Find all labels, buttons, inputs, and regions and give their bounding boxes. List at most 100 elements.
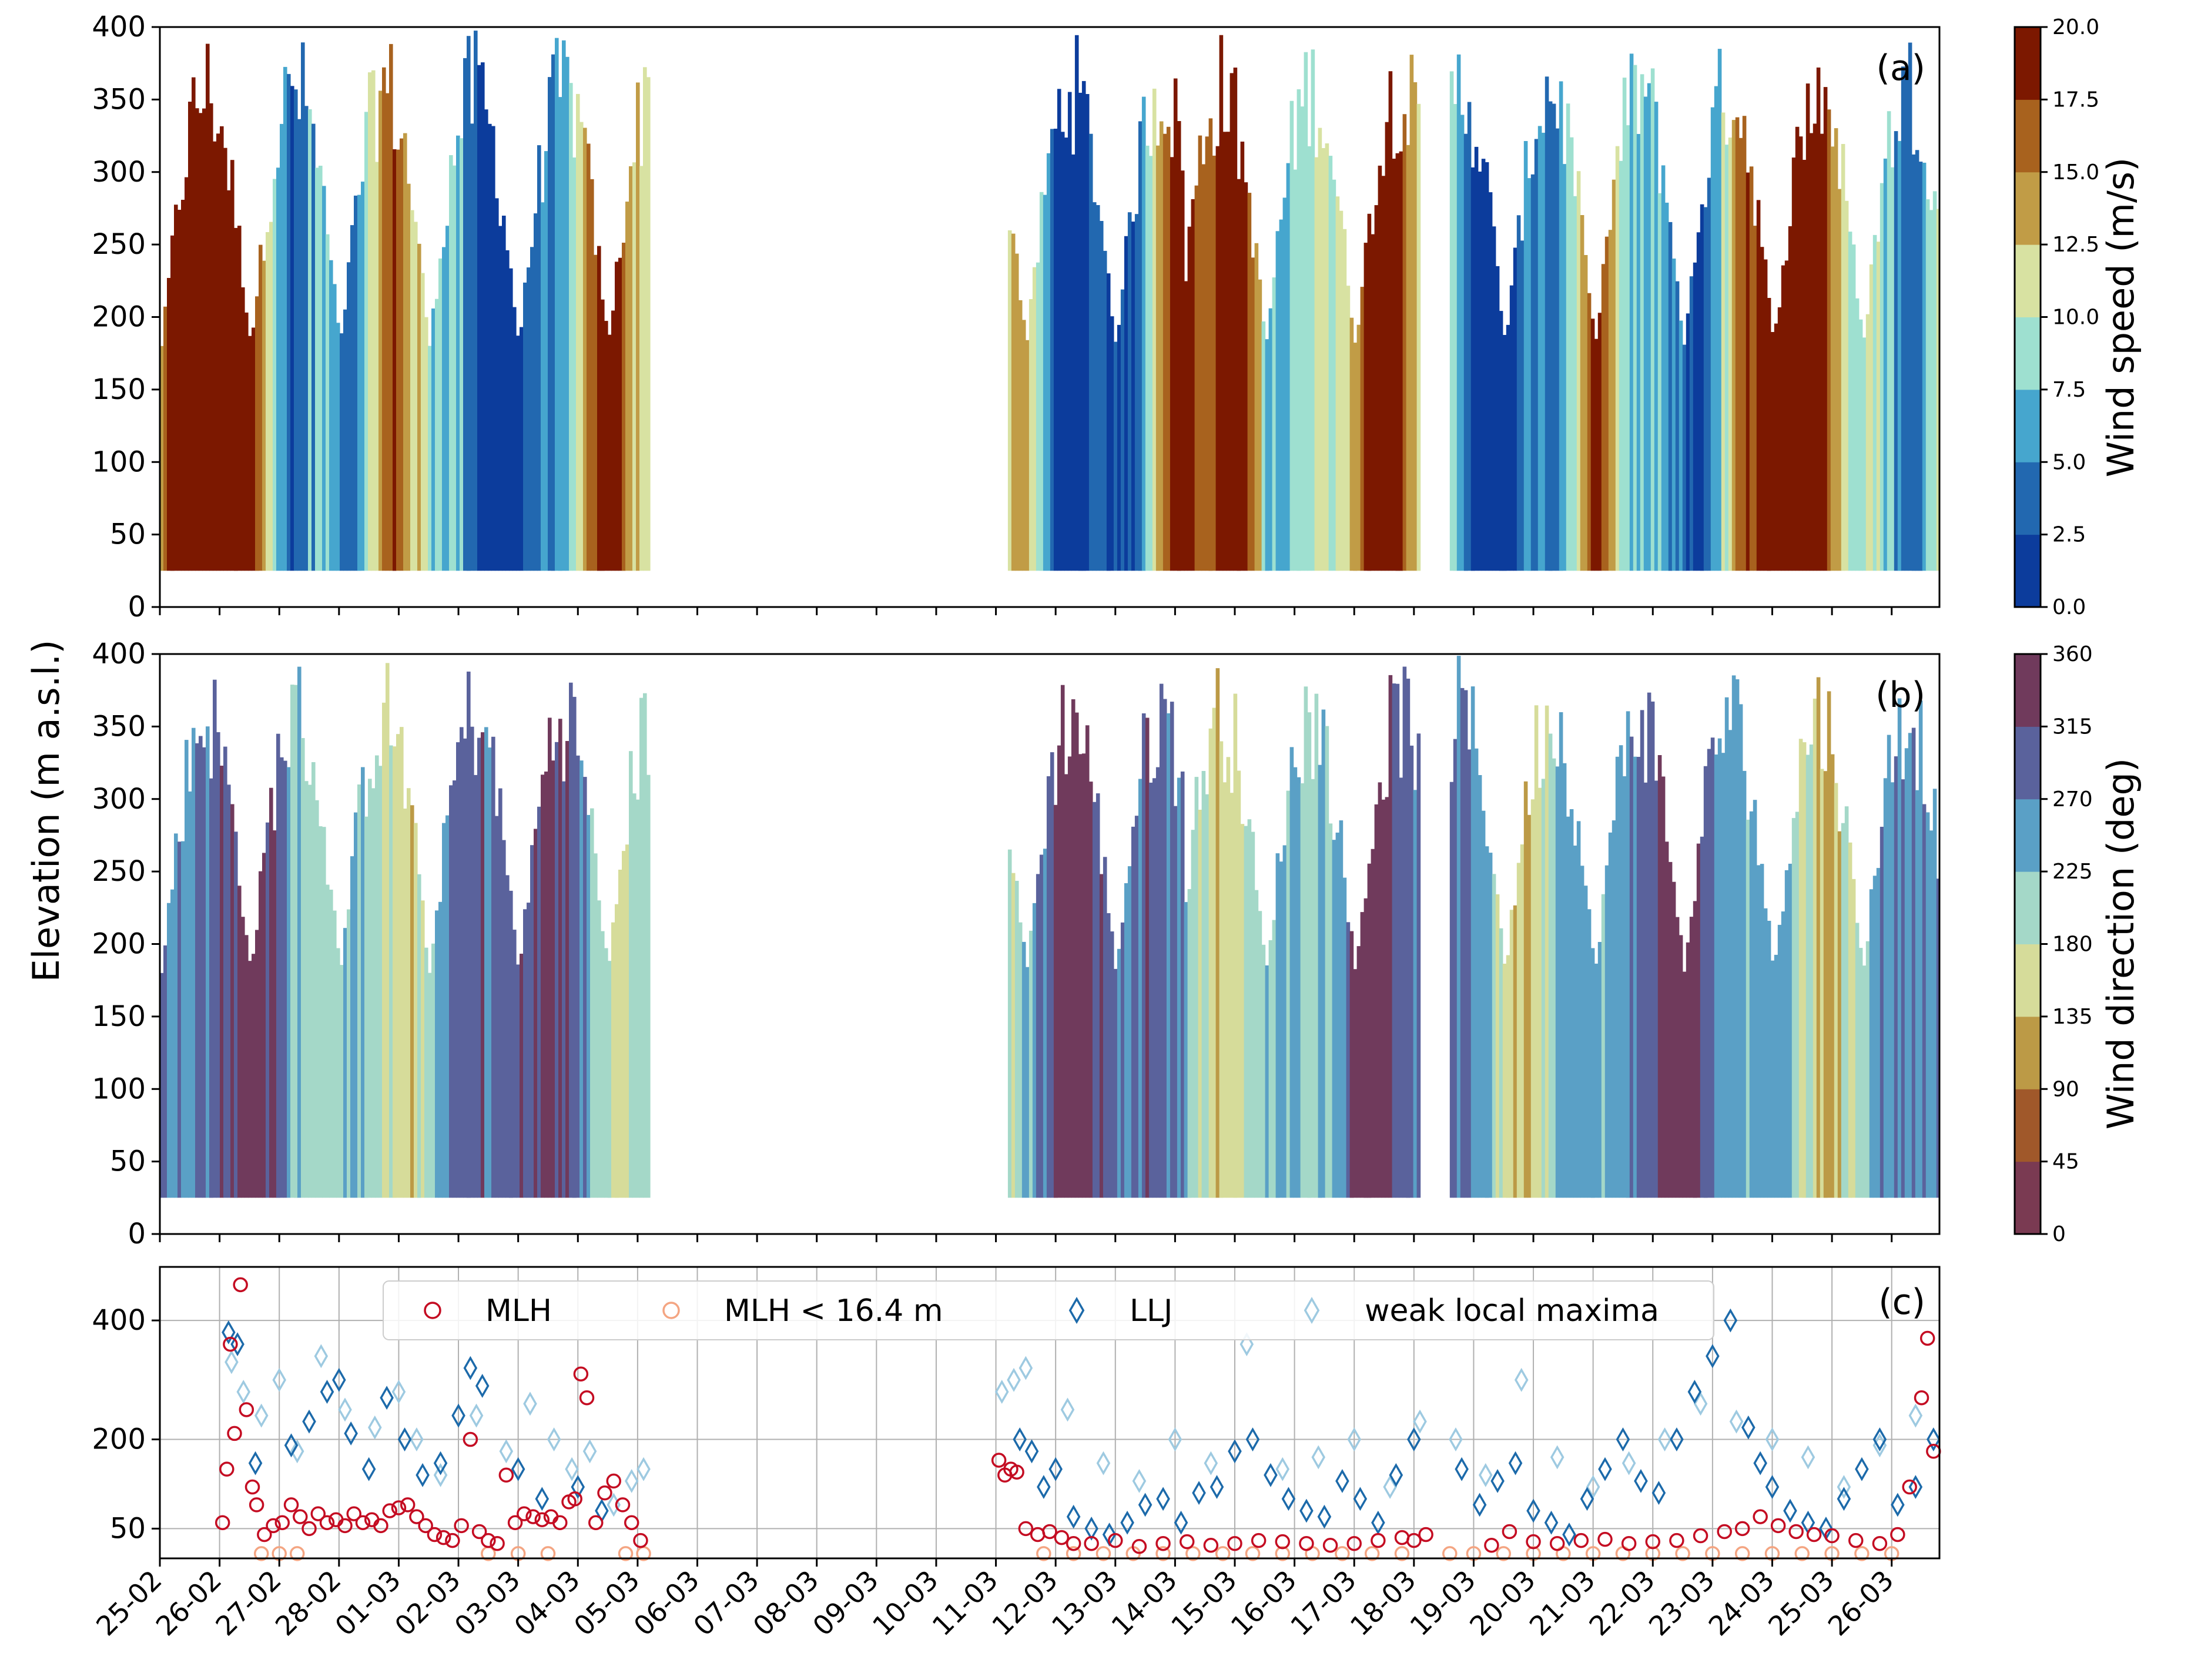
scatter-point bbox=[1854, 1546, 1870, 1561]
speed-column bbox=[1604, 236, 1609, 571]
direction-column bbox=[1460, 688, 1465, 1198]
speed-column bbox=[1587, 293, 1592, 571]
direction-column bbox=[1597, 942, 1602, 1198]
speed-column bbox=[1908, 42, 1912, 571]
speed-column bbox=[1612, 179, 1616, 571]
speed-column bbox=[1686, 313, 1690, 571]
direction-column bbox=[1601, 894, 1606, 1198]
direction-column bbox=[283, 760, 287, 1198]
scatter-point bbox=[1168, 1427, 1182, 1451]
direction-column bbox=[1201, 771, 1206, 1198]
scatter-point bbox=[445, 1533, 460, 1548]
direction-column bbox=[1127, 866, 1132, 1198]
direction-column bbox=[259, 871, 263, 1198]
colorbar-swatch bbox=[2015, 534, 2041, 608]
y-tick-label: 250 bbox=[92, 228, 146, 261]
direction-column bbox=[1321, 709, 1326, 1198]
speed-column bbox=[1791, 157, 1796, 571]
speed-column bbox=[1615, 146, 1620, 571]
scatter-point bbox=[1657, 1427, 1672, 1451]
scatter-point bbox=[540, 1546, 556, 1561]
speed-column bbox=[1043, 195, 1047, 571]
direction-column bbox=[1346, 922, 1351, 1198]
scatter-point bbox=[1406, 1533, 1422, 1548]
x-tick-label: 23-03 bbox=[1643, 1564, 1721, 1642]
direction-column bbox=[1865, 941, 1870, 1198]
direction-column bbox=[403, 809, 407, 1198]
panel-c-label: (c) bbox=[1878, 1282, 1925, 1323]
speed-column bbox=[361, 182, 365, 571]
speed-column bbox=[1155, 145, 1160, 571]
scatter-point bbox=[1066, 1535, 1081, 1551]
direction-column bbox=[1131, 826, 1135, 1198]
scatter-point bbox=[1179, 1534, 1195, 1550]
speed-column bbox=[1314, 157, 1319, 571]
direction-column bbox=[431, 943, 435, 1198]
speed-column bbox=[1300, 106, 1305, 571]
scatter-point bbox=[1275, 1457, 1290, 1481]
direction-column bbox=[1088, 782, 1093, 1198]
speed-column bbox=[1654, 102, 1659, 571]
direction-column bbox=[1816, 677, 1821, 1198]
direction-column bbox=[220, 766, 224, 1198]
speed-column bbox=[1173, 78, 1178, 571]
direction-column bbox=[1809, 745, 1814, 1198]
scatter-point bbox=[511, 1457, 525, 1481]
scatter-point bbox=[289, 1546, 305, 1561]
direction-column bbox=[1092, 802, 1097, 1198]
speed-column bbox=[1823, 87, 1828, 571]
speed-column bbox=[1018, 300, 1023, 571]
direction-column bbox=[407, 788, 411, 1198]
speed-column bbox=[287, 73, 291, 571]
speed-column bbox=[1679, 320, 1683, 571]
speed-column bbox=[1717, 49, 1722, 571]
speed-column bbox=[1774, 323, 1778, 571]
speed-column bbox=[252, 327, 256, 571]
direction-column bbox=[467, 671, 471, 1198]
scatter-point bbox=[1203, 1537, 1219, 1553]
direction-column bbox=[572, 696, 577, 1198]
colorbar-tick-label: 12.5 bbox=[2052, 233, 2099, 257]
panel-b-label: (b) bbox=[1875, 675, 1925, 716]
speed-column bbox=[1050, 129, 1054, 571]
direction-column bbox=[315, 800, 319, 1198]
direction-column bbox=[1145, 717, 1150, 1198]
speed-column bbox=[625, 202, 629, 571]
speed-column bbox=[209, 103, 213, 571]
scatter-point bbox=[410, 1427, 424, 1451]
direction-column bbox=[237, 886, 242, 1198]
direction-column bbox=[495, 816, 499, 1198]
speed-column bbox=[1053, 129, 1058, 571]
direction-column bbox=[1353, 969, 1358, 1198]
scatter-point bbox=[391, 1380, 406, 1404]
scatter-point bbox=[1645, 1534, 1661, 1550]
scatter-point bbox=[618, 1546, 634, 1561]
direction-column bbox=[1300, 783, 1305, 1198]
colorbar-tick-label: 270 bbox=[2052, 787, 2093, 812]
scatter-point bbox=[1788, 1524, 1804, 1540]
scatter-point bbox=[547, 1427, 561, 1451]
speed-column bbox=[1650, 68, 1655, 571]
y-tick-label: 200 bbox=[92, 1423, 146, 1456]
scatter-point bbox=[225, 1350, 239, 1374]
speed-column bbox=[1279, 219, 1284, 571]
speed-column bbox=[562, 40, 566, 571]
direction-column bbox=[1371, 849, 1375, 1198]
scatter-point bbox=[624, 1515, 639, 1531]
speed-column bbox=[1304, 52, 1308, 571]
scatter-point bbox=[1908, 1475, 1923, 1499]
speed-column bbox=[357, 195, 361, 571]
speed-column bbox=[590, 179, 594, 571]
scatter-point bbox=[1228, 1439, 1242, 1464]
speed-column bbox=[1029, 299, 1033, 571]
scatter-point bbox=[435, 1530, 451, 1545]
speed-column bbox=[1388, 71, 1393, 571]
speed-column bbox=[1113, 341, 1118, 571]
direction-column bbox=[1594, 963, 1599, 1198]
speed-column bbox=[1887, 111, 1891, 571]
y-tick-label: 350 bbox=[92, 710, 146, 743]
direction-column bbox=[354, 812, 358, 1198]
direction-column bbox=[1583, 886, 1588, 1198]
scatter-point bbox=[565, 1457, 579, 1481]
speed-column bbox=[1590, 318, 1595, 571]
